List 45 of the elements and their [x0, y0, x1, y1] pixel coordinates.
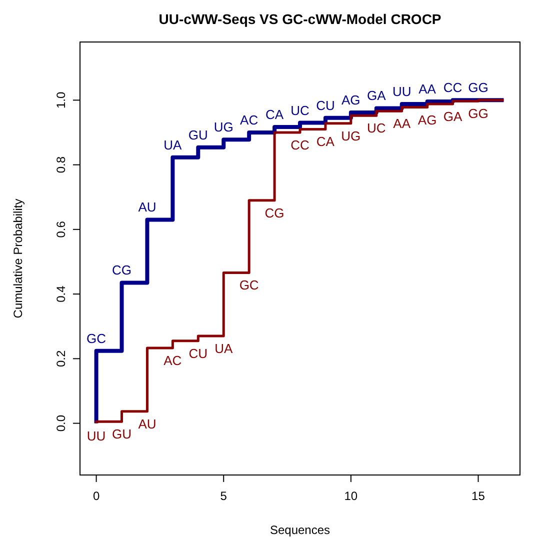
data-label: AU [138, 416, 156, 432]
y-tick-label: 0.0 [54, 414, 68, 432]
data-label: CU [188, 346, 208, 361]
y-tick-label: 0.4 [54, 285, 68, 302]
data-label: CA [266, 106, 284, 122]
data-label: AU [138, 200, 156, 215]
data-label: UC [290, 102, 310, 118]
data-label: GU [188, 127, 208, 142]
data-label: UU [392, 84, 412, 100]
data-label: GC [86, 330, 106, 346]
y-tick-label: 0.6 [54, 220, 68, 238]
x-tick-label: 0 [92, 489, 100, 503]
data-label: AC [240, 112, 258, 128]
data-label: AG [342, 92, 360, 108]
x-tick-label: 5 [220, 489, 228, 503]
data-label: UC [367, 120, 386, 136]
data-label: GA [443, 109, 462, 124]
data-label: CA [316, 134, 335, 150]
data-label: AA [393, 116, 411, 132]
data-label: AA [418, 81, 436, 96]
data-label: UG [341, 128, 361, 144]
data-label: GG [468, 80, 488, 96]
data-label: UU [86, 428, 106, 444]
data-label: UG [214, 120, 234, 135]
y-tick-label: 1.0 [54, 92, 68, 109]
data-label: CC [443, 80, 462, 96]
data-label: GU [112, 426, 132, 442]
x-tick-label: 10 [344, 489, 358, 503]
data-label: CU [316, 98, 335, 113]
data-label: UA [164, 137, 182, 152]
y-axis-title: Cumulative Probability [11, 198, 25, 318]
data-label: AG [418, 112, 437, 128]
data-label: CG [264, 205, 284, 220]
data-label: CC [290, 137, 310, 152]
y-tick-label: 0.8 [54, 156, 68, 174]
data-label: CG [112, 262, 132, 278]
data-label: AC [164, 353, 182, 368]
x-tick-label: 15 [472, 489, 486, 503]
x-axis-title: Sequences [270, 523, 330, 537]
y-tick-label: 0.2 [54, 350, 68, 368]
chart-title: UU-cWW-Seqs VS GC-cWW-Model CROCP [158, 11, 442, 27]
data-label: UA [214, 341, 233, 356]
data-label: GC [239, 278, 259, 293]
data-label: GG [468, 106, 488, 122]
data-label: GA [366, 88, 386, 104]
